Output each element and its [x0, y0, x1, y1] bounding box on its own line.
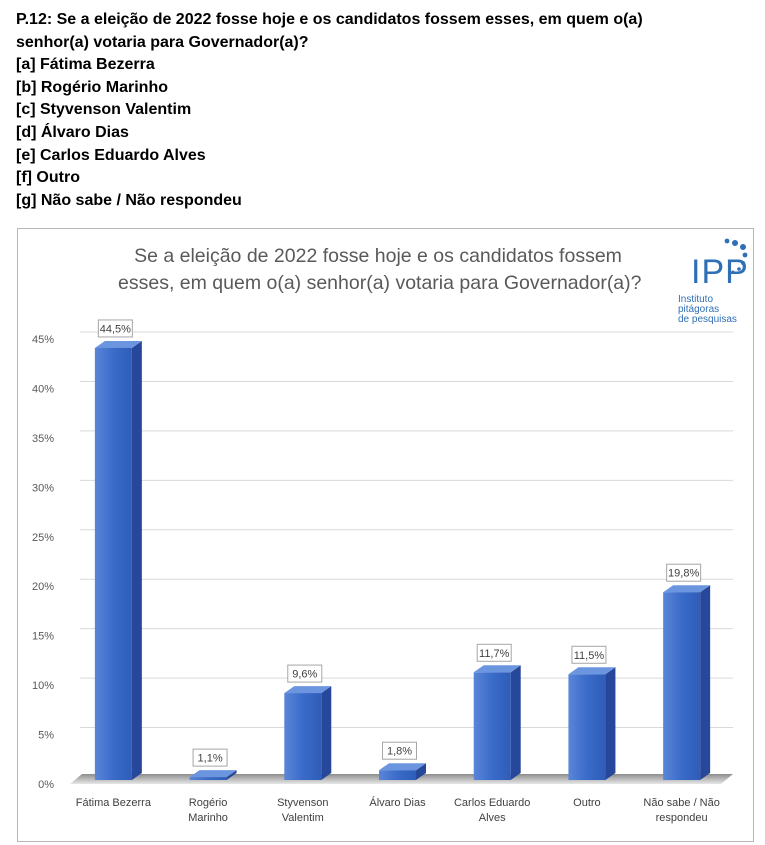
bar-chart: 0% 5% 10% 15% 20% 25% 30% 35% 40% 45% 44,5% Fátima … — [32, 319, 733, 824]
x-tick-label: Styvenson — [277, 797, 328, 809]
bar — [473, 672, 511, 780]
data-label-box — [666, 563, 702, 582]
option-c: [c] Styvenson Valentim — [16, 101, 192, 119]
data-label-box — [571, 645, 607, 664]
data-label-box — [382, 741, 417, 760]
question-line: senhor(a) votaria para Governador(a)? — [16, 33, 309, 51]
bar-top — [663, 585, 711, 593]
y-tick-label: 40% — [32, 383, 54, 395]
bar-side — [510, 665, 521, 780]
x-tick-label: Rogério — [189, 797, 228, 809]
data-label: 11,7% — [479, 648, 510, 660]
x-tick-label: Não sabe / Não — [643, 797, 719, 809]
option-d: [d] Álvaro Dias — [16, 123, 129, 141]
question-block: P.12: Se a eleição de 2022 fosse hoje e … — [16, 9, 756, 212]
logo-text: IPP — [691, 253, 749, 291]
bar — [663, 592, 701, 780]
data-label: 44,5% — [100, 323, 131, 335]
x-tick-label: Alves — [479, 812, 506, 824]
data-label: 11,5% — [574, 650, 605, 662]
x-tick-label: Marinho — [188, 812, 228, 824]
x-tick-label: Álvaro Dias — [369, 796, 426, 809]
bar — [189, 777, 227, 780]
bar-top — [473, 665, 521, 673]
bar-side — [416, 763, 426, 780]
bar — [568, 674, 606, 780]
y-tick-label: 10% — [32, 680, 54, 692]
bar — [284, 693, 322, 780]
bar-top — [94, 340, 142, 348]
data-label-box — [192, 748, 228, 767]
bar — [94, 347, 132, 780]
bar-top — [189, 770, 237, 778]
y-tick-label: 30% — [32, 482, 54, 494]
logo-subtitle-line: Instituto pitágoras — [678, 294, 720, 315]
data-label-box — [287, 664, 323, 683]
chart-title: Se a eleição de 2022 fosse hoje e os can… — [118, 243, 642, 297]
option-e: [e] Carlos Eduardo Alves — [16, 146, 206, 164]
y-tick-label: 35% — [32, 433, 54, 445]
x-tick-label: Outro — [573, 797, 601, 809]
x-tick-label: respondeu — [656, 812, 708, 824]
y-tick-label: 45% — [32, 334, 54, 346]
option-g: [g] Não sabe / Não respondeu — [16, 191, 242, 209]
bar-side — [226, 770, 237, 780]
question-line: P.12: Se a eleição de 2022 fosse hoje e … — [16, 11, 643, 28]
ipp-logo-icon: IPP — [691, 238, 749, 291]
logo-subtitle-line: de pesquisas — [678, 314, 737, 325]
bar-side — [131, 340, 142, 780]
y-tick-label: 20% — [32, 581, 54, 593]
bar — [379, 770, 416, 780]
data-label-box — [97, 319, 133, 338]
bar-top — [284, 686, 332, 694]
y-tick-label: 25% — [32, 532, 54, 544]
data-label: 1,8% — [387, 746, 412, 758]
data-label: 19,8% — [668, 568, 699, 580]
y-tick-label: 15% — [32, 631, 54, 643]
x-tick-label: Fátima Bezerra — [76, 797, 152, 809]
chart-title-line: Se a eleição de 2022 fosse hoje e os can… — [134, 245, 622, 267]
option-f: [f] Outro — [16, 169, 80, 187]
bar-side — [700, 585, 711, 780]
chart-title-line: esses, em quem o(a) senhor(a) votaria pa… — [118, 272, 642, 294]
bar-top — [379, 763, 426, 771]
x-tick-label: Carlos Eduardo — [454, 797, 530, 809]
logo-subtitle: Instituto pitágoras de pesquisas — [678, 295, 753, 325]
chart-panel: Se a eleição de 2022 fosse hoje e os can… — [17, 228, 754, 842]
option-a: [a] Fátima Bezerra — [16, 56, 155, 74]
bar-side — [605, 667, 616, 780]
bar-side — [321, 686, 332, 780]
data-label: 9,6% — [292, 669, 317, 681]
data-label: 1,1% — [198, 753, 223, 765]
y-tick-label: 0% — [38, 779, 54, 791]
x-tick-label: Valentim — [282, 812, 324, 824]
y-tick-label: 5% — [38, 730, 54, 742]
data-label-box — [476, 643, 512, 662]
option-b: [b] Rogério Marinho — [16, 78, 168, 96]
bar-top — [568, 667, 616, 675]
